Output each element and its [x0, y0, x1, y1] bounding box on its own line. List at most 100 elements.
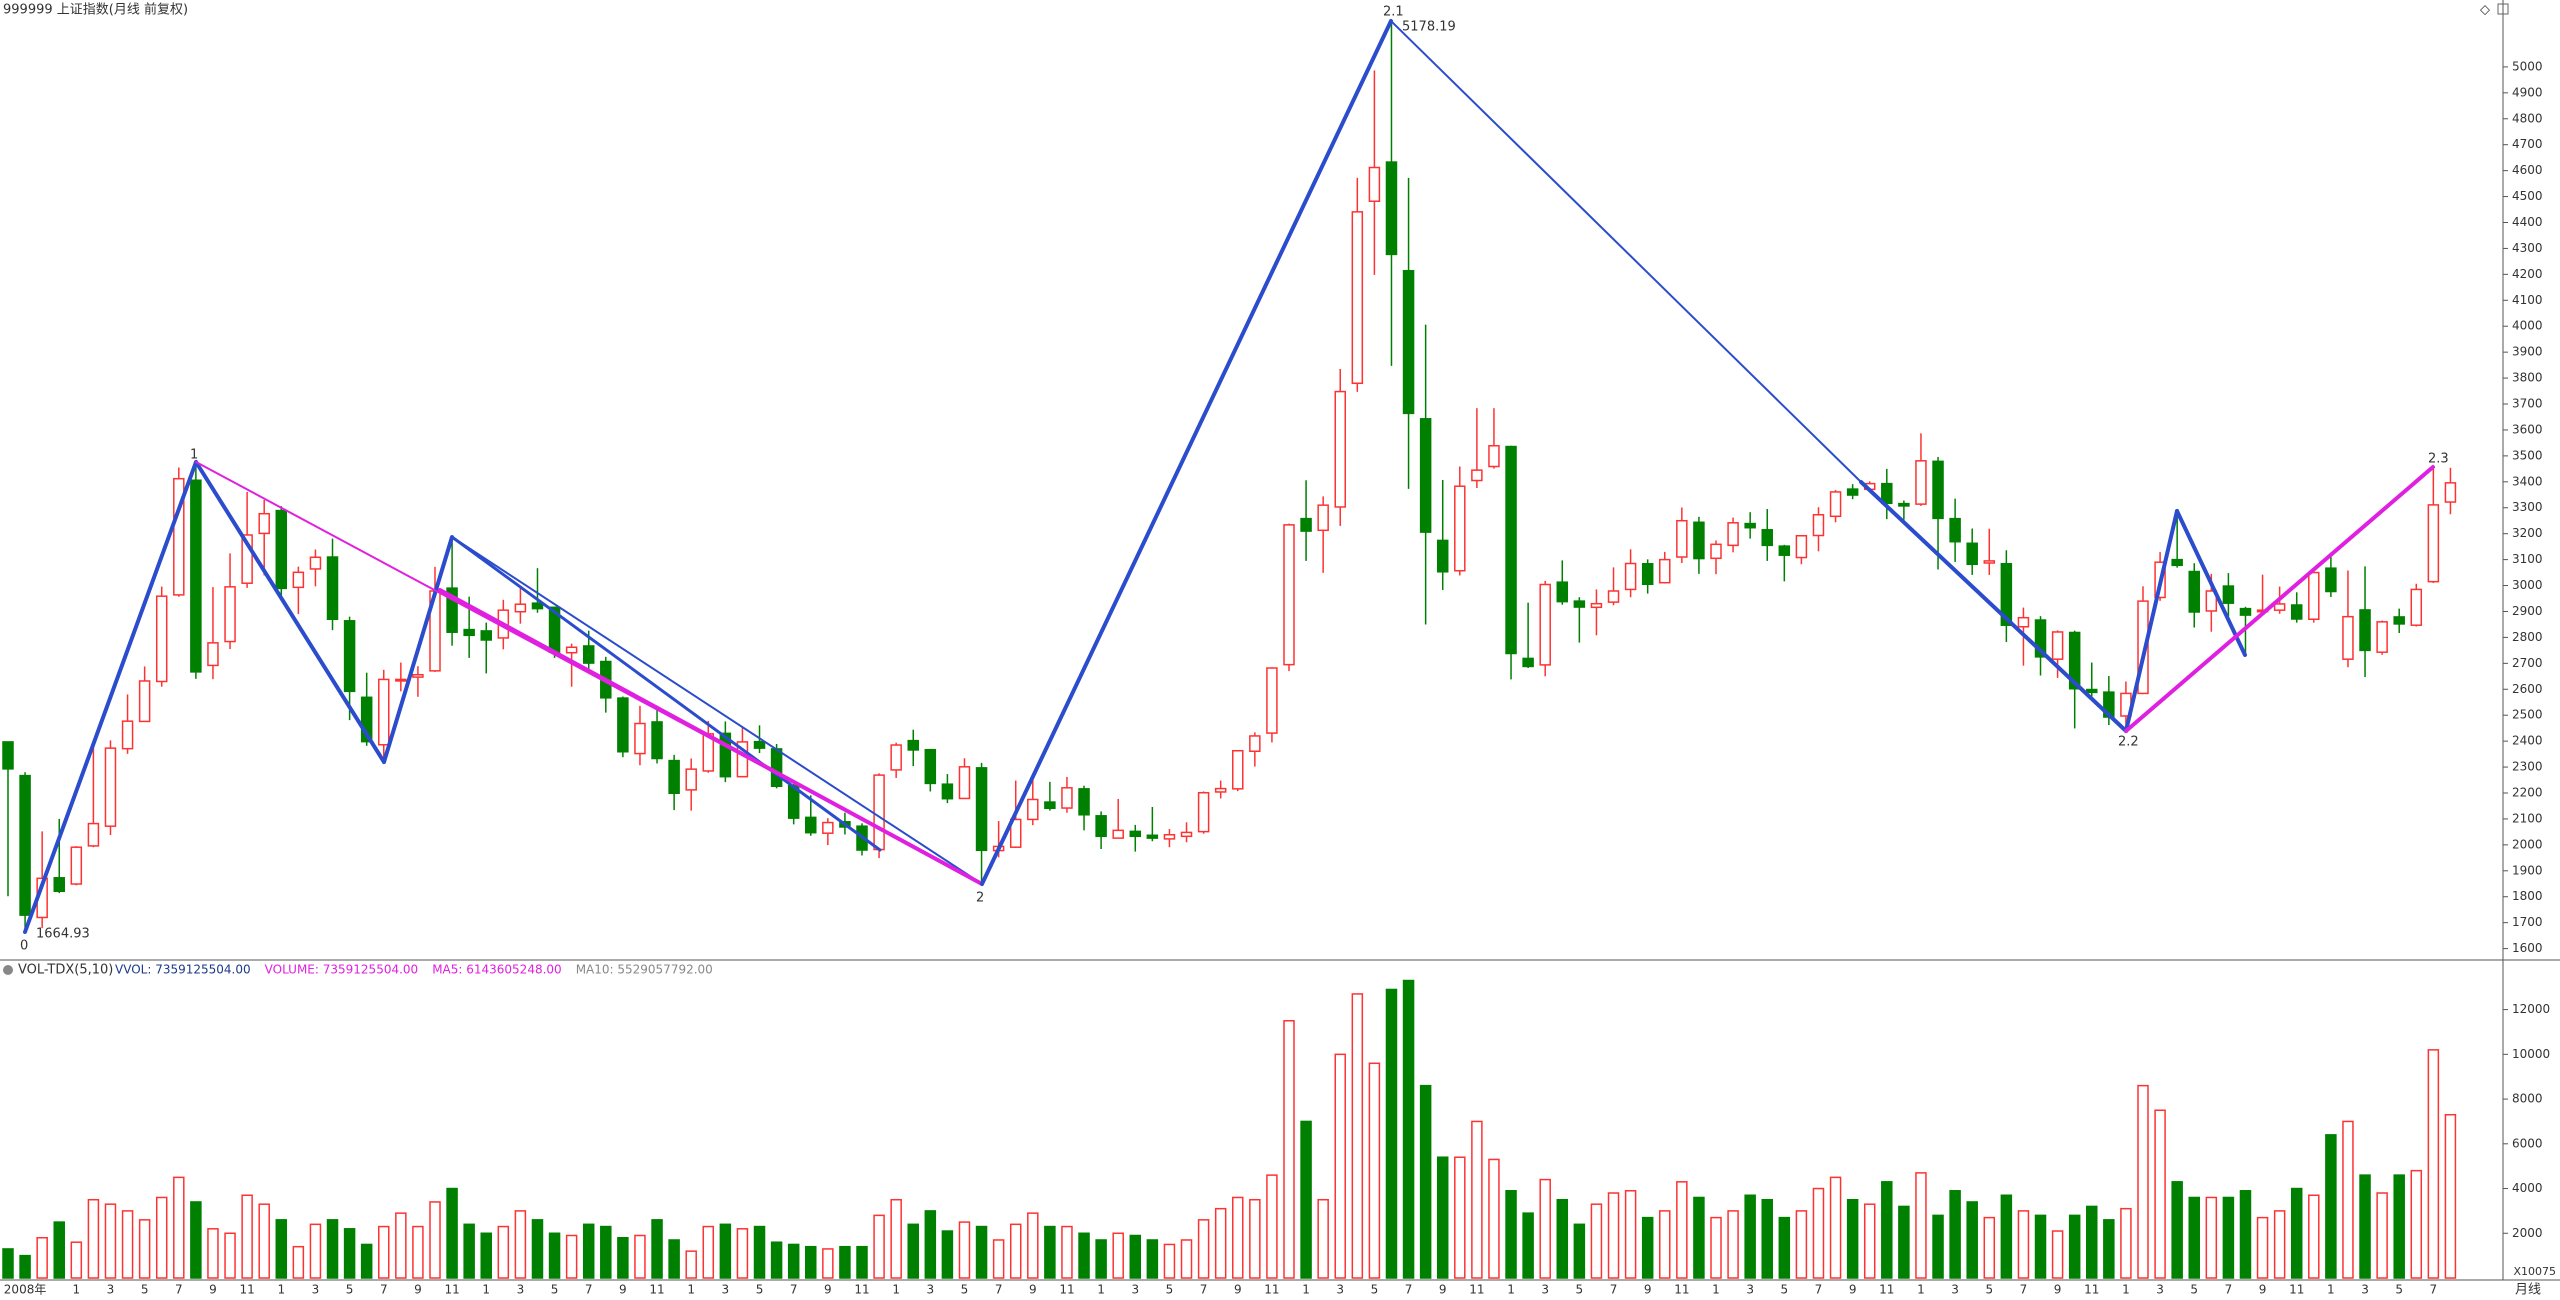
volume-bar — [1078, 1232, 1090, 1279]
volume-bar — [1881, 1181, 1893, 1279]
volume-bar — [2342, 1120, 2354, 1279]
candle-body — [1778, 545, 1791, 556]
volume-bar — [514, 1210, 527, 1279]
x-tick-label: 11 — [444, 1283, 459, 1297]
volume-bar — [736, 1228, 749, 1279]
candle-body — [2376, 621, 2388, 653]
candle-body — [155, 595, 168, 683]
volume-bar — [1761, 1198, 1773, 1279]
volume-bar — [1044, 1225, 1056, 1279]
candle-body — [2308, 571, 2320, 621]
volume-bar — [70, 1241, 83, 1279]
x-tick-label: 9 — [1029, 1283, 1037, 1297]
y-tick-label: 1600 — [2512, 941, 2543, 955]
volume-bar — [2188, 1196, 2200, 1279]
x-tick-label: 1 — [1507, 1283, 1515, 1297]
y-tick-label: 2100 — [2512, 811, 2543, 825]
x-tick-label: 11 — [239, 1283, 254, 1297]
candle-body — [378, 678, 390, 746]
volume-bar — [1607, 1192, 1620, 1279]
y-tick-label: 2700 — [2512, 656, 2543, 670]
x-tick-label: 7 — [175, 1283, 183, 1297]
volume-bar — [258, 1203, 270, 1279]
volume-bar — [1197, 1219, 1210, 1279]
x-tick-label: 3 — [1336, 1283, 1344, 1297]
volume-bar — [2222, 1196, 2235, 1279]
candle-body — [446, 587, 458, 633]
trend-line — [450, 535, 882, 852]
candle-body — [1829, 491, 1842, 518]
candle-body — [1966, 542, 1978, 566]
y-tick-label: 2400 — [2512, 734, 2543, 748]
annotation: 2 — [976, 891, 984, 906]
window-icon[interactable]: ◇ — [2480, 3, 2490, 18]
trend-line — [2175, 509, 2247, 657]
y-tick-label: 2200 — [2512, 785, 2543, 799]
volume-bar — [395, 1212, 407, 1279]
volume-bar — [1385, 988, 1398, 1279]
candle-body — [1676, 519, 1688, 558]
candle-body — [634, 722, 646, 755]
x-tick-label: 11 — [1879, 1283, 1894, 1297]
volume-bar — [412, 1225, 424, 1279]
volume-bar — [1983, 1216, 1996, 1279]
candle-body — [1539, 583, 1551, 666]
annotation: 2.2 — [2118, 735, 2139, 750]
candle-body — [1266, 667, 1278, 734]
candle-body — [719, 732, 732, 778]
candle-body — [2393, 616, 2405, 625]
volume-bar — [856, 1245, 868, 1279]
candle-body — [190, 479, 202, 673]
volume-bar — [770, 1241, 783, 1279]
candle-body — [2000, 563, 2013, 626]
candle-body — [1590, 602, 1603, 609]
candle-body — [292, 571, 305, 589]
trend-line — [194, 460, 386, 764]
volume-bar — [241, 1194, 253, 1279]
candle-body — [1368, 166, 1381, 202]
y-tick-label: 4900 — [2512, 85, 2543, 99]
volume-bar — [2086, 1205, 2098, 1279]
candle-body — [1197, 791, 1210, 833]
y-tick-label: 8000 — [2512, 1092, 2543, 1106]
volume-bar — [2273, 1210, 2286, 1279]
volume-bar — [155, 1196, 168, 1279]
candle-body — [343, 620, 356, 693]
candle-body — [1146, 834, 1159, 839]
x-tick-label: 1 — [892, 1283, 900, 1297]
candle-body — [822, 821, 834, 834]
x-tick-label: 7 — [995, 1283, 1003, 1297]
y-tick-label: 4000 — [2512, 1181, 2543, 1195]
y-tick-label: 3300 — [2512, 500, 2543, 514]
x-tick-label: 7 — [1200, 1283, 1208, 1297]
volume-bar — [1795, 1210, 1808, 1279]
candle-body — [1214, 787, 1227, 793]
volume-bar — [1471, 1120, 1483, 1279]
candle-body — [1249, 735, 1261, 752]
x-tick-label: 9 — [2259, 1283, 2267, 1297]
volume-bar — [1368, 1062, 1381, 1279]
candle-body — [2273, 603, 2286, 611]
volume-bar — [890, 1198, 902, 1279]
volume-bar — [207, 1228, 219, 1279]
x-tick-label: 3 — [107, 1283, 115, 1297]
window-icon[interactable] — [2497, 3, 2509, 15]
x-tick-label: 11 — [1469, 1283, 1484, 1297]
volume-bar — [2137, 1084, 2149, 1279]
unit-label: X10075 — [2513, 1265, 2556, 1278]
candle-body — [2359, 609, 2371, 652]
x-tick-label: 11 — [649, 1283, 664, 1297]
volume-bar — [873, 1214, 885, 1279]
indicator-icon[interactable] — [3, 965, 13, 975]
y-tick-label: 5000 — [2512, 59, 2543, 73]
volume-bar — [1556, 1198, 1569, 1279]
x-tick-label: 7 — [1405, 1283, 1413, 1297]
y-tick-label: 4500 — [2512, 189, 2543, 203]
x-tick-label: 3 — [312, 1283, 320, 1297]
volume-bar — [1146, 1239, 1159, 1279]
candle-body — [121, 720, 134, 750]
y-tick-label: 2500 — [2512, 708, 2543, 722]
candle-body — [1744, 522, 1756, 529]
volume-bar — [173, 1176, 185, 1279]
candle-body — [1881, 482, 1893, 505]
